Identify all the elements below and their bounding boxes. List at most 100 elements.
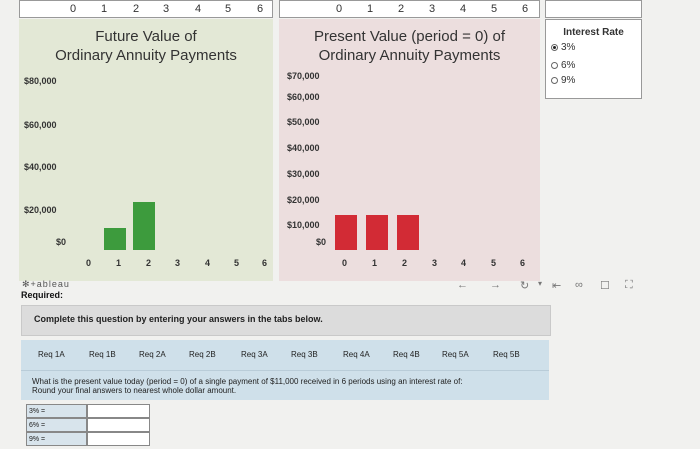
fv-y-label: $0: [56, 237, 67, 247]
tab-req-1a[interactable]: Req 1A: [38, 350, 65, 359]
answer-label-6pct: 6% =: [26, 418, 87, 432]
pv-x-tick: 5: [491, 258, 497, 268]
fv-bar-2[interactable]: [133, 202, 155, 250]
legend-option-label: 3%: [561, 42, 576, 53]
fv-x-tick: 3: [175, 258, 181, 268]
tab-req-3a[interactable]: Req 3A: [241, 350, 268, 359]
req-tabbar: Req 1A Req 1B Req 2A Req 2B Req 3A Req 3…: [21, 340, 549, 370]
pv-top-tick: 0: [336, 3, 343, 15]
pv-x-tick: 3: [432, 258, 438, 268]
radio-icon[interactable]: [551, 61, 558, 69]
pv-y-label: $70,000: [287, 71, 320, 81]
share-icon[interactable]: ∞: [575, 279, 583, 291]
pv-y-label: $40,000: [287, 143, 320, 153]
pv-bar-1[interactable]: [335, 214, 357, 250]
pv-x-tick: 0: [342, 258, 348, 268]
fv-y-label: $20,000: [24, 205, 57, 215]
pv-chart-panel: Present Value (period = 0) of Ordinary A…: [279, 19, 540, 281]
tab-req-4b[interactable]: Req 4B: [393, 350, 420, 359]
fv-x-tick: 5: [234, 258, 240, 268]
undo-icon[interactable]: ←: [457, 279, 468, 291]
fv-x-tick: 1: [116, 258, 122, 268]
legend-title: Interest Rate: [563, 27, 624, 38]
fv-top-tick: 6: [257, 3, 264, 15]
pv-y-label: $20,000: [287, 195, 320, 205]
pv-y-label: $50,000: [287, 117, 320, 127]
pv-x-tick: 2: [402, 258, 408, 268]
fv-y-label: $80,000: [24, 76, 57, 86]
revert-icon[interactable]: ↻: [520, 280, 530, 292]
fv-top-axis: 0 1 2 3 4 5 6: [19, 0, 273, 18]
answer-input-9pct[interactable]: [87, 432, 150, 446]
tab-req-5a[interactable]: Req 5A: [442, 350, 469, 359]
revert-all-icon[interactable]: ⇤: [552, 280, 562, 292]
tab-req-4a[interactable]: Req 4A: [343, 350, 370, 359]
fv-x-tick: 6: [262, 258, 268, 268]
pv-chart-title-1: Present Value (period = 0) of: [313, 28, 506, 45]
fv-top-tick: 4: [195, 3, 202, 15]
tab-req-1b[interactable]: Req 1B: [89, 350, 116, 359]
legend-option-6pct[interactable]: 6%: [551, 60, 575, 71]
answer-input-6pct[interactable]: [87, 418, 150, 432]
fv-y-label: $40,000: [24, 162, 57, 172]
pv-bar-3[interactable]: [397, 214, 419, 250]
fv-x-tick: 0: [86, 258, 92, 268]
instructions-text: Complete this question by entering your …: [34, 314, 323, 324]
pv-chart-title-2: Ordinary Annuity Payments: [318, 47, 501, 64]
legend-option-3pct[interactable]: 3%: [551, 42, 575, 53]
fv-y-label: $60,000: [24, 120, 57, 130]
answer-label-3pct: 3% =: [26, 404, 87, 418]
question-box: What is the present value today (period …: [21, 370, 549, 400]
fv-top-tick: 1: [101, 3, 108, 15]
fv-chart-title-1: Future Value of: [95, 28, 197, 45]
answer-label-9pct: 9% =: [26, 432, 87, 446]
pv-bar-2[interactable]: [366, 214, 388, 250]
legend-option-9pct[interactable]: 9%: [551, 75, 575, 86]
pv-x-tick: 6: [520, 258, 526, 268]
tab-req-5b[interactable]: Req 5B: [493, 350, 520, 359]
answer-table: 3% = 6% = 9% =: [26, 404, 150, 446]
pv-top-tick: 6: [522, 3, 529, 15]
fv-x-tick: 4: [205, 258, 211, 268]
rounding-note: Round your final answers to nearest whol…: [32, 386, 237, 395]
pv-top-axis: 0 1 2 3 4 5 6: [279, 0, 540, 18]
tab-req-3b[interactable]: Req 3B: [291, 350, 318, 359]
fv-x-tick: 2: [146, 258, 152, 268]
legend-option-label: 6%: [561, 60, 576, 71]
pv-top-tick: 1: [367, 3, 374, 15]
dropdown-icon[interactable]: ▾: [538, 279, 543, 288]
pv-y-label: $0: [316, 237, 327, 247]
fv-top-tick: 2: [133, 3, 140, 15]
fullscreen-icon[interactable]: ⛶: [625, 279, 633, 291]
pv-top-tick: 4: [460, 3, 467, 15]
fv-chart-title-2: Ordinary Annuity Payments: [55, 47, 237, 64]
pv-y-label: $10,000: [287, 220, 320, 230]
tableau-logo-icon: ✻: [22, 279, 31, 289]
fv-top-tick: 5: [225, 3, 232, 15]
radio-icon[interactable]: [551, 76, 558, 84]
tab-req-2a[interactable]: Req 2A: [139, 350, 166, 359]
fv-top-tick: 0: [70, 3, 77, 15]
tableau-logo[interactable]: ✻+ableau: [22, 279, 70, 289]
pv-top-tick: 5: [491, 3, 498, 15]
fv-top-tick: 3: [163, 3, 170, 15]
pv-x-tick: 1: [372, 258, 378, 268]
required-label: Required:: [21, 290, 64, 300]
instructions-box: Complete this question by entering your …: [21, 305, 551, 336]
pv-y-label: $30,000: [287, 169, 320, 179]
comment-icon[interactable]: ☐: [600, 280, 610, 292]
pv-top-tick: 2: [398, 3, 405, 15]
legend-option-label: 9%: [561, 75, 576, 86]
radio-selected-icon[interactable]: [551, 43, 558, 51]
fv-bar-1[interactable]: [103, 228, 126, 250]
pv-x-tick: 4: [461, 258, 467, 268]
answer-input-3pct[interactable]: [87, 404, 150, 418]
pv-top-tick: 3: [429, 3, 436, 15]
fv-chart-panel: Future Value of Ordinary Annuity Payment…: [19, 19, 273, 281]
pv-y-label: $60,000: [287, 92, 320, 102]
legend-top-strip: [545, 0, 642, 18]
question-text: What is the present value today (period …: [32, 377, 463, 386]
interest-rate-legend: Interest Rate 3% 6% 9%: [545, 19, 642, 99]
tab-req-2b[interactable]: Req 2B: [189, 350, 216, 359]
redo-icon[interactable]: →: [490, 279, 501, 291]
